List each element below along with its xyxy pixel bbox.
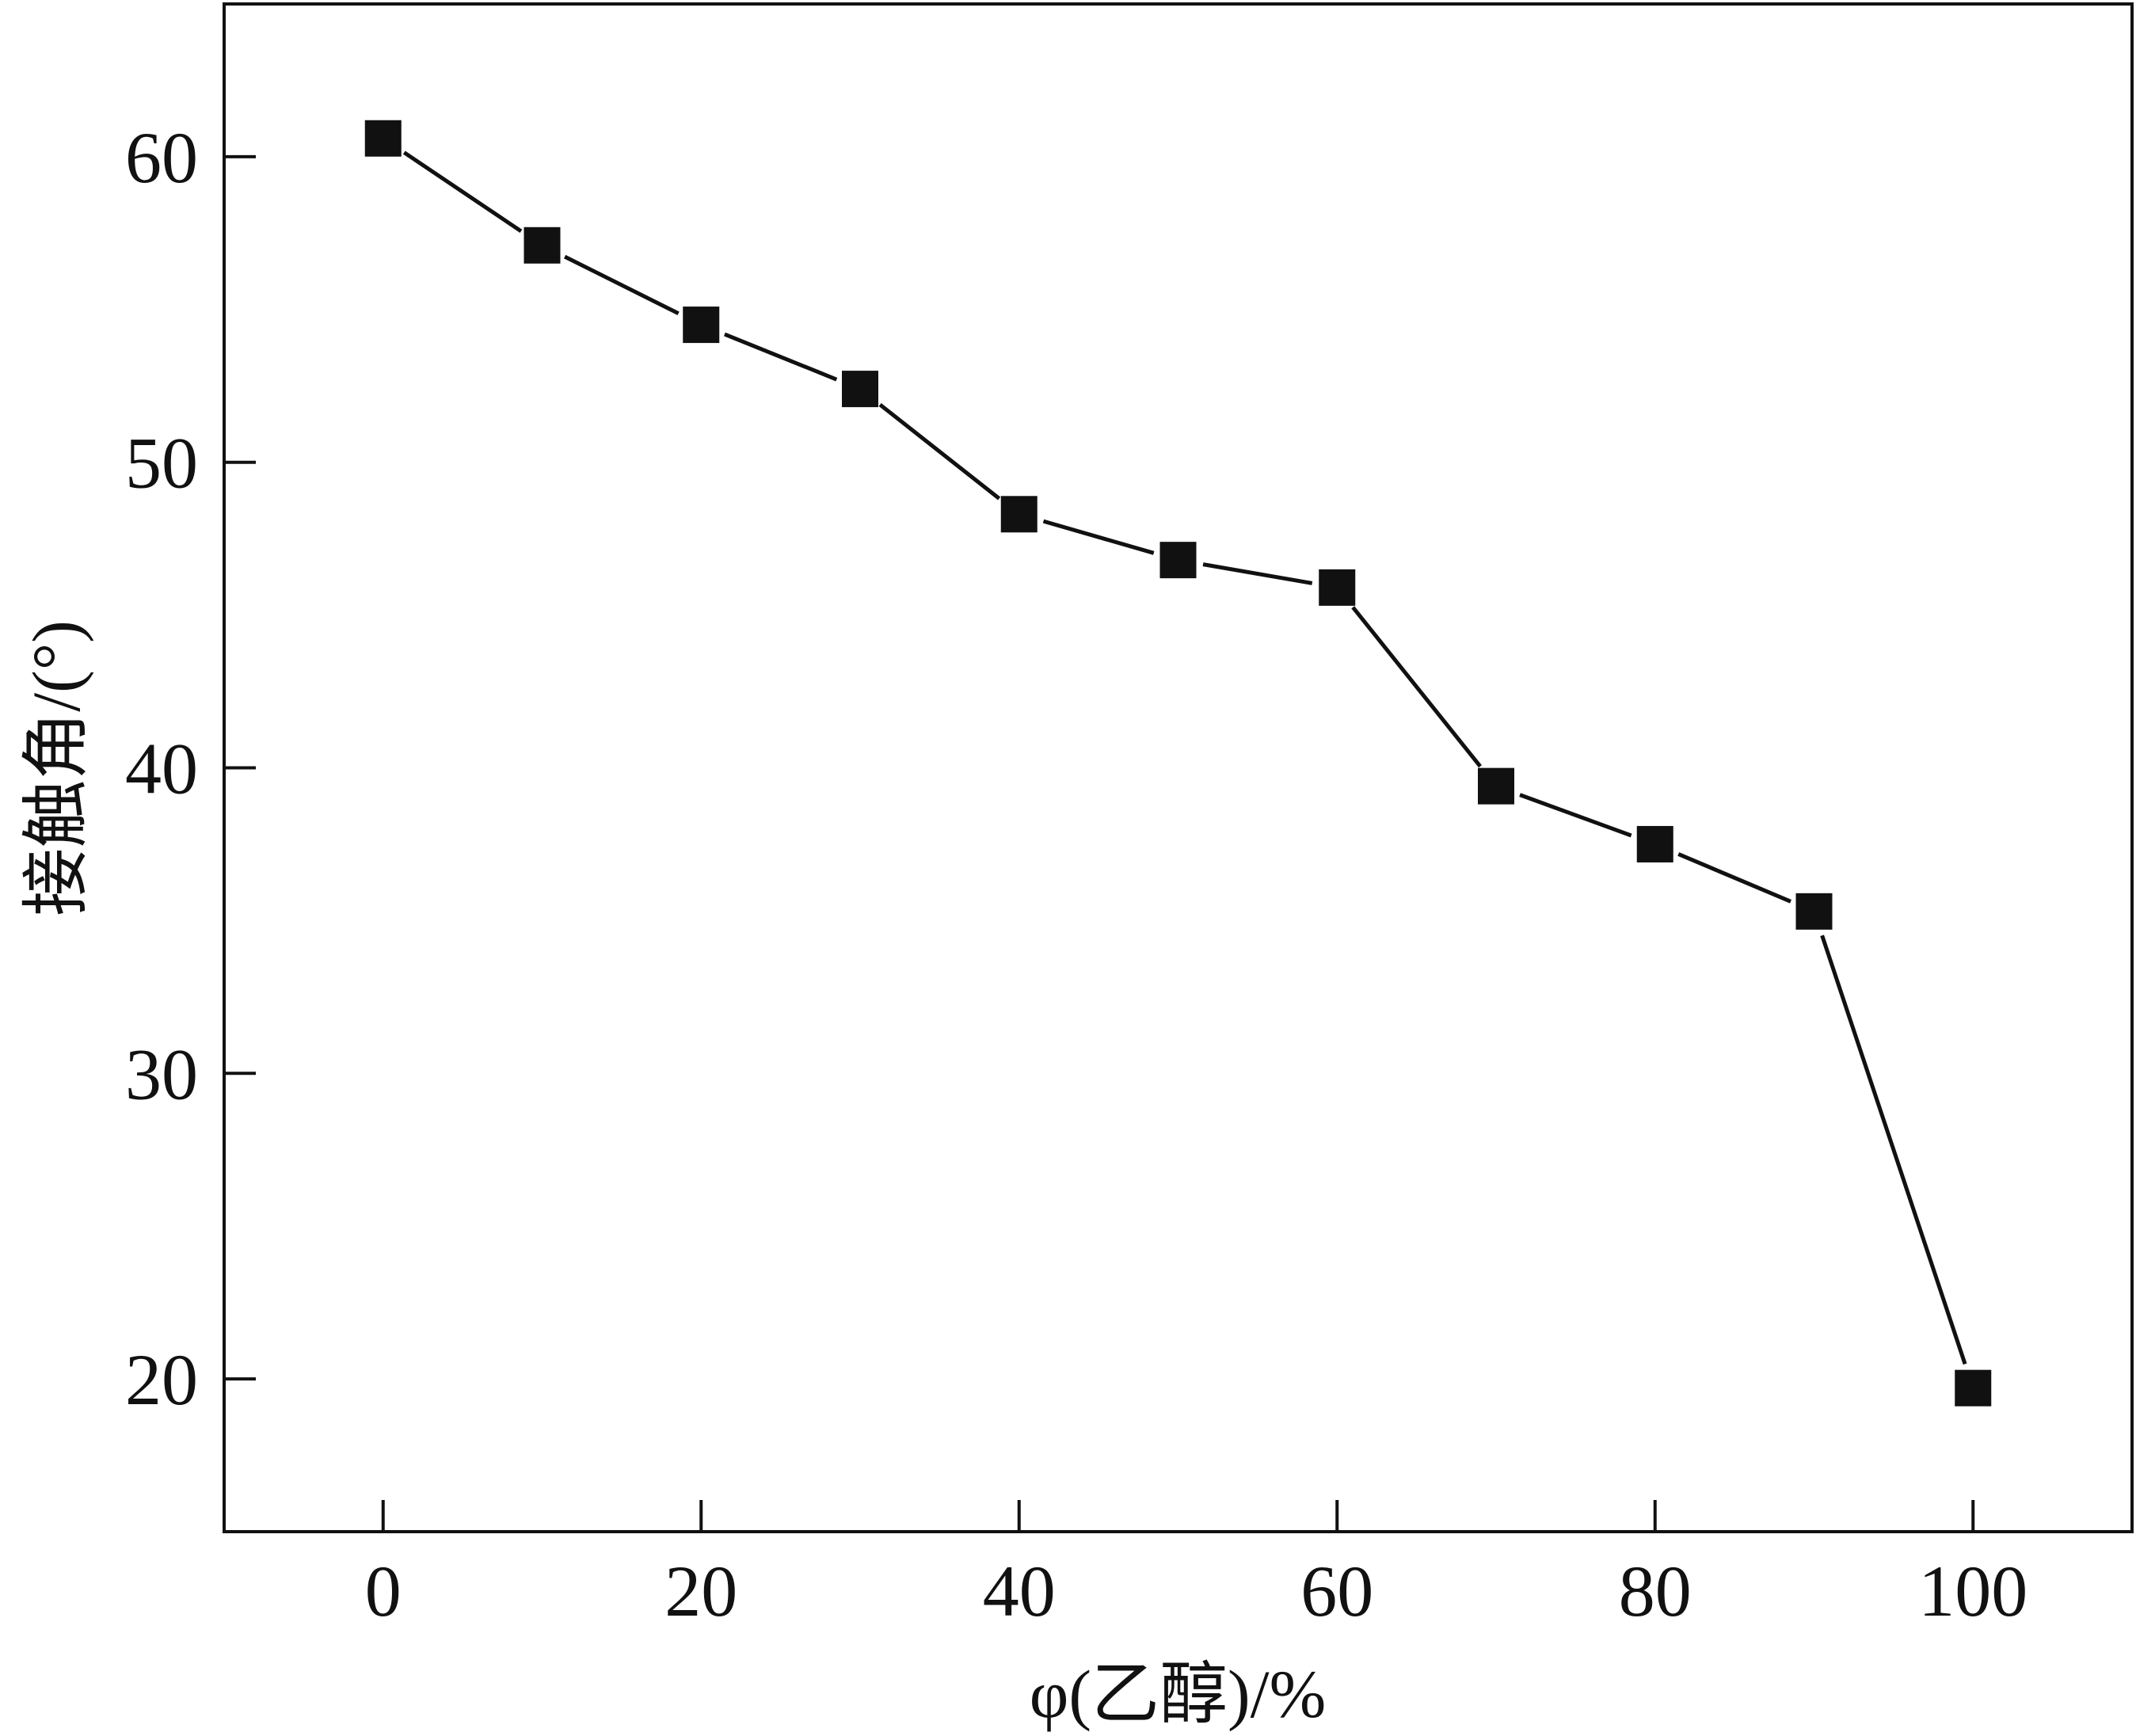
data-point-30 <box>842 371 878 408</box>
data-point-10 <box>524 227 561 264</box>
data-point-50 <box>1159 542 1197 579</box>
x-tick-label-80: 80 <box>1619 1551 1692 1631</box>
series-0-segment-3 <box>878 402 1001 501</box>
series-0-segment-5 <box>1202 562 1313 585</box>
series-0-segment-9 <box>1820 935 1967 1365</box>
y-tick-label-60: 60 <box>125 117 198 198</box>
y-tick-label-50: 50 <box>125 423 198 504</box>
y-tick-label-20: 20 <box>125 1339 198 1420</box>
series-0-segment-6 <box>1351 606 1482 768</box>
plot-frame <box>223 2 2134 1533</box>
series-layer <box>364 120 1992 1407</box>
data-point-0 <box>364 120 402 157</box>
x-axis-ticks: 0 20 40 60 80 100 <box>365 1500 2027 1631</box>
series-0-segment-8 <box>1677 852 1791 904</box>
data-point-80 <box>1636 825 1673 862</box>
y-axis-label: 接触角/(°) <box>18 620 94 916</box>
y-tick-label-30: 30 <box>125 1034 198 1114</box>
data-point-90 <box>1795 893 1833 930</box>
x-tick-label-40: 40 <box>983 1551 1056 1631</box>
y-axis-ticks: 20 30 40 50 60 <box>125 117 256 1420</box>
data-point-70 <box>1478 767 1514 805</box>
x-axis-label: φ(乙醇)/% <box>1030 1656 1326 1732</box>
series-0-segment-1 <box>564 254 680 316</box>
series-0-segment-4 <box>1042 519 1155 555</box>
y-tick-label-40: 40 <box>125 729 198 809</box>
data-point-100 <box>1955 1369 1992 1407</box>
series-0-segment-0 <box>402 150 523 233</box>
data-point-60 <box>1319 569 1356 606</box>
x-tick-label-60: 60 <box>1300 1551 1373 1631</box>
data-point-40 <box>1000 496 1038 533</box>
x-tick-label-100: 100 <box>1918 1551 2027 1631</box>
series-0-segment-7 <box>1519 793 1632 838</box>
x-tick-label-0: 0 <box>365 1551 402 1631</box>
x-tick-label-20: 20 <box>664 1551 737 1631</box>
series-0-segment-2 <box>723 332 838 382</box>
data-point-20 <box>683 306 720 344</box>
